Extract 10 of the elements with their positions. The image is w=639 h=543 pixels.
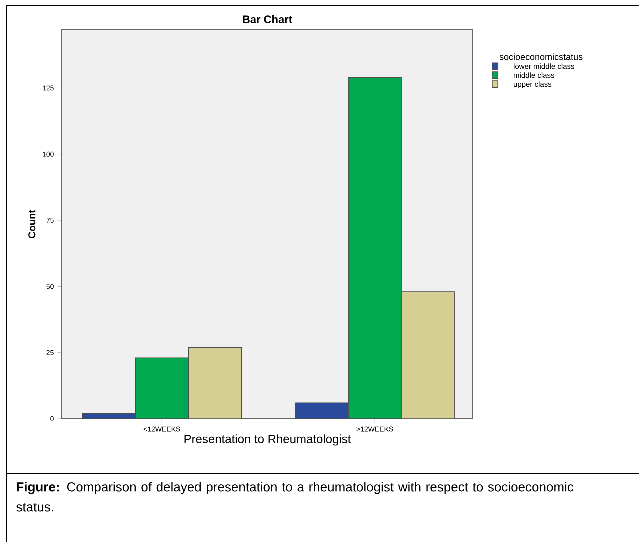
text: Figure: Comparison of delayed presentation to a rheumatologist with respect to socioeconomic status. bbox=[16, 482, 574, 512]
chart-title: Bar Chart bbox=[243, 15, 292, 24]
x-axis-title: Presentation to Rheumatologist bbox=[184, 434, 352, 446]
bar bbox=[348, 77, 402, 419]
bar bbox=[295, 402, 349, 419]
bar bbox=[135, 358, 189, 419]
bar bbox=[401, 292, 455, 419]
bar bbox=[188, 347, 242, 419]
legend-title: socioeconomicstatus bbox=[500, 54, 583, 60]
y-axis-title: Count bbox=[28, 210, 36, 239]
